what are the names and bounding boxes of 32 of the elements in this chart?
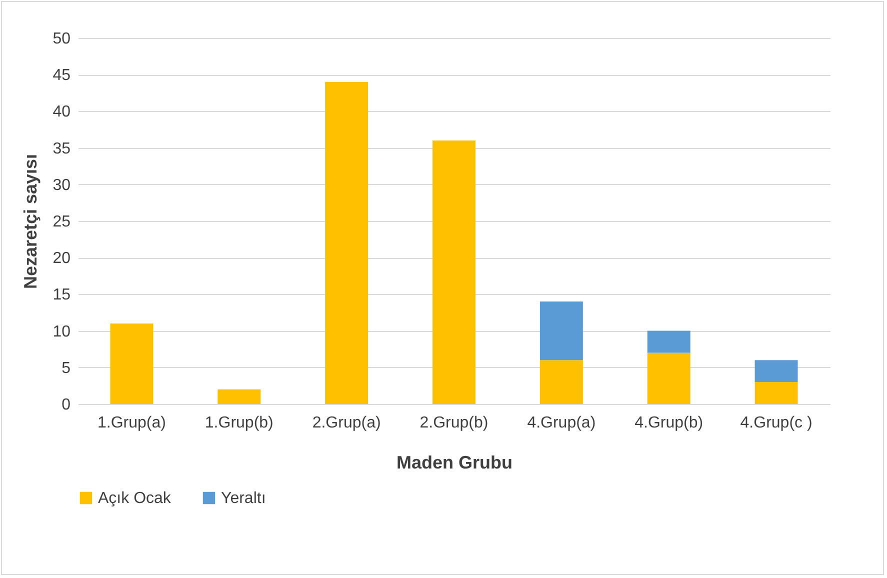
- x-tick-label: 2.Grup(a): [312, 414, 381, 432]
- y-tick-label: 15: [52, 286, 71, 304]
- x-tick-label: 4.Grup(b): [634, 414, 704, 432]
- bar: [754, 382, 798, 404]
- bar: [647, 352, 690, 404]
- bar: [325, 82, 368, 404]
- y-tick-label: 50: [52, 30, 71, 48]
- x-tick-label: 1.Grup(a): [97, 414, 166, 432]
- bar: [218, 389, 261, 404]
- bar: [432, 140, 476, 404]
- x-tick-label: 4.Grup(c ): [740, 414, 812, 432]
- y-tick-label: 25: [52, 214, 71, 230]
- y-tick-label: 10: [52, 323, 71, 340]
- x-tick-label: 1.Grup(b): [204, 414, 274, 432]
- bar: [647, 330, 690, 353]
- y-tick-label: 0: [62, 396, 71, 414]
- y-tick-label: 30: [52, 176, 71, 194]
- x-tick-label: 4.Grup(a): [527, 414, 596, 432]
- bar: [754, 360, 798, 382]
- bar: [540, 360, 583, 404]
- bar: [540, 302, 583, 360]
- y-axis-title: Nezaretçi sayısı: [20, 154, 41, 290]
- y-tick-label: 35: [52, 140, 71, 158]
- y-tick-label: 45: [52, 67, 71, 84]
- bar: [110, 323, 154, 404]
- y-tick-label: 20: [52, 250, 71, 268]
- y-tick-label: 40: [52, 104, 71, 121]
- legend-label: Açık Ocak: [98, 490, 172, 507]
- x-axis-title: Maden Grubu: [396, 452, 512, 472]
- y-tick-label: 5: [62, 360, 71, 377]
- x-tick-label: 2.Grup(b): [420, 414, 488, 432]
- legend-label: Yeraltı: [221, 490, 266, 507]
